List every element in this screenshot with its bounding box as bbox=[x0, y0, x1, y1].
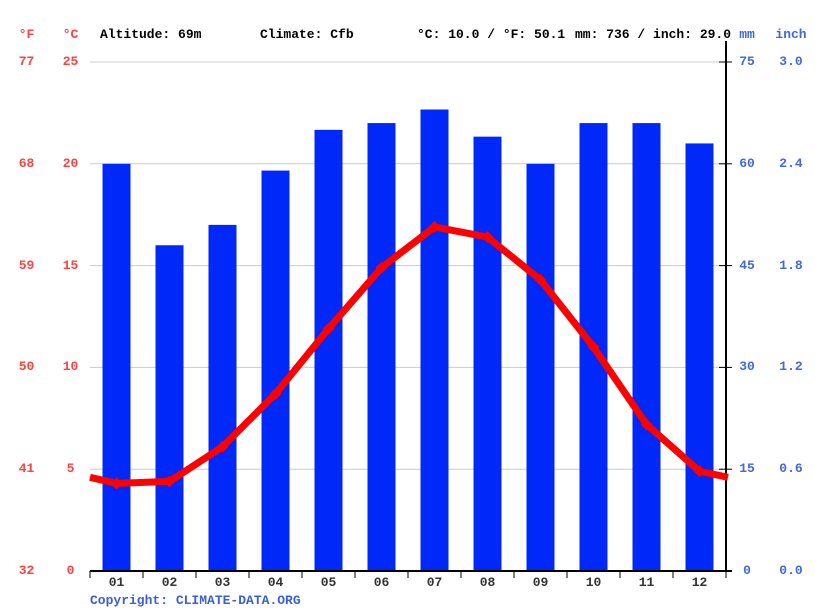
f-tick-label: 77 bbox=[18, 54, 35, 69]
mm-tick-label: 60 bbox=[739, 155, 755, 171]
precipitation-bar-04 bbox=[261, 170, 290, 571]
copyright-prefix: Copyright: bbox=[90, 593, 176, 608]
temperature-markers bbox=[110, 220, 706, 490]
precipitation-bar-12 bbox=[685, 143, 714, 571]
fahrenheit-axis-title: °F bbox=[18, 27, 35, 42]
mm-tick-label: 0 bbox=[743, 563, 751, 578]
month-label-02: 02 bbox=[161, 575, 178, 590]
month-label-06: 06 bbox=[373, 575, 390, 590]
precipitation-bar-03 bbox=[208, 224, 237, 571]
c-tick-label: 15 bbox=[62, 257, 79, 273]
temperature-marker-01 bbox=[110, 477, 123, 490]
temperature-marker-02 bbox=[163, 475, 176, 488]
annual-temperature-label: °C: 10.0 / °F: 50.1 bbox=[417, 27, 566, 42]
annual-precipitation-label: mm: 736 / inch: 29.0 bbox=[575, 27, 732, 42]
c-tick-label: 5 bbox=[66, 461, 75, 477]
month-label-08: 08 bbox=[479, 575, 496, 590]
c-tick-label: 20 bbox=[62, 155, 79, 171]
mm-tick-label: 45 bbox=[739, 257, 755, 273]
inch-tick-label: 2.4 bbox=[779, 155, 803, 171]
inch-tick-label: 3.0 bbox=[779, 54, 803, 69]
c-tick-label: 25 bbox=[62, 54, 79, 69]
copyright-link[interactable]: CLIMATE-DATA.ORG bbox=[175, 593, 301, 608]
temperature-marker-04 bbox=[269, 387, 282, 400]
celsius-axis-title: °C bbox=[62, 27, 79, 42]
precipitation-bars bbox=[102, 109, 714, 572]
f-tick-label: 50 bbox=[18, 359, 35, 375]
mm-tick-label: 75 bbox=[739, 54, 755, 69]
month-label-05: 05 bbox=[320, 575, 337, 590]
temperature-marker-12 bbox=[693, 465, 706, 478]
precipitation-bar-07 bbox=[420, 109, 449, 572]
inch-tick-label: 0.0 bbox=[779, 563, 803, 578]
temperature-marker-07 bbox=[428, 220, 441, 233]
temperature-marker-05 bbox=[322, 322, 335, 335]
precipitation-bar-09 bbox=[526, 163, 555, 572]
temperature-marker-08 bbox=[481, 231, 494, 244]
month-label-03: 03 bbox=[214, 575, 231, 590]
temperature-marker-10 bbox=[587, 341, 600, 354]
f-tick-label: 59 bbox=[18, 257, 35, 273]
temperature-marker-06 bbox=[375, 261, 388, 274]
temperature-line bbox=[89, 223, 729, 487]
month-label-04: 04 bbox=[267, 575, 284, 590]
month-label-07: 07 bbox=[426, 575, 443, 590]
copyright: Copyright: CLIMATE-DATA.ORG bbox=[90, 593, 301, 608]
precipitation-bar-11 bbox=[632, 123, 661, 571]
precipitation-bar-05 bbox=[314, 129, 343, 571]
c-tick-label: 0 bbox=[66, 563, 75, 578]
month-label-11: 11 bbox=[638, 575, 655, 590]
altitude-label: Altitude: 69m bbox=[100, 27, 202, 42]
precipitation-bar-06 bbox=[367, 123, 396, 571]
f-tick-label: 68 bbox=[18, 155, 35, 171]
f-tick-label: 41 bbox=[18, 461, 35, 477]
month-label-01: 01 bbox=[108, 575, 125, 590]
inch-tick-label: 0.6 bbox=[779, 461, 803, 477]
mm-tick-label: 30 bbox=[739, 359, 755, 375]
temperature-marker-03 bbox=[216, 440, 229, 453]
gridlines bbox=[90, 61, 726, 470]
month-label-12: 12 bbox=[691, 575, 708, 590]
c-tick-label: 10 bbox=[62, 359, 79, 375]
precipitation-bar-01 bbox=[102, 163, 131, 572]
axes bbox=[89, 41, 732, 578]
inch-tick-label: 1.2 bbox=[779, 359, 803, 375]
mm-tick-label: 15 bbox=[739, 461, 755, 477]
month-label-10: 10 bbox=[585, 575, 602, 590]
precipitation-bar-08 bbox=[473, 136, 502, 572]
inch-tick-label: 1.8 bbox=[779, 257, 803, 273]
precipitation-bar-02 bbox=[155, 245, 184, 572]
month-label-09: 09 bbox=[532, 575, 549, 590]
f-tick-label: 32 bbox=[18, 563, 35, 578]
temperature-marker-11 bbox=[640, 418, 653, 431]
climate-label: Climate: Cfb bbox=[260, 27, 354, 42]
temperature-marker-09 bbox=[534, 273, 547, 286]
mm-axis-title: mm bbox=[739, 27, 755, 42]
inch-axis-title: inch bbox=[775, 27, 807, 42]
